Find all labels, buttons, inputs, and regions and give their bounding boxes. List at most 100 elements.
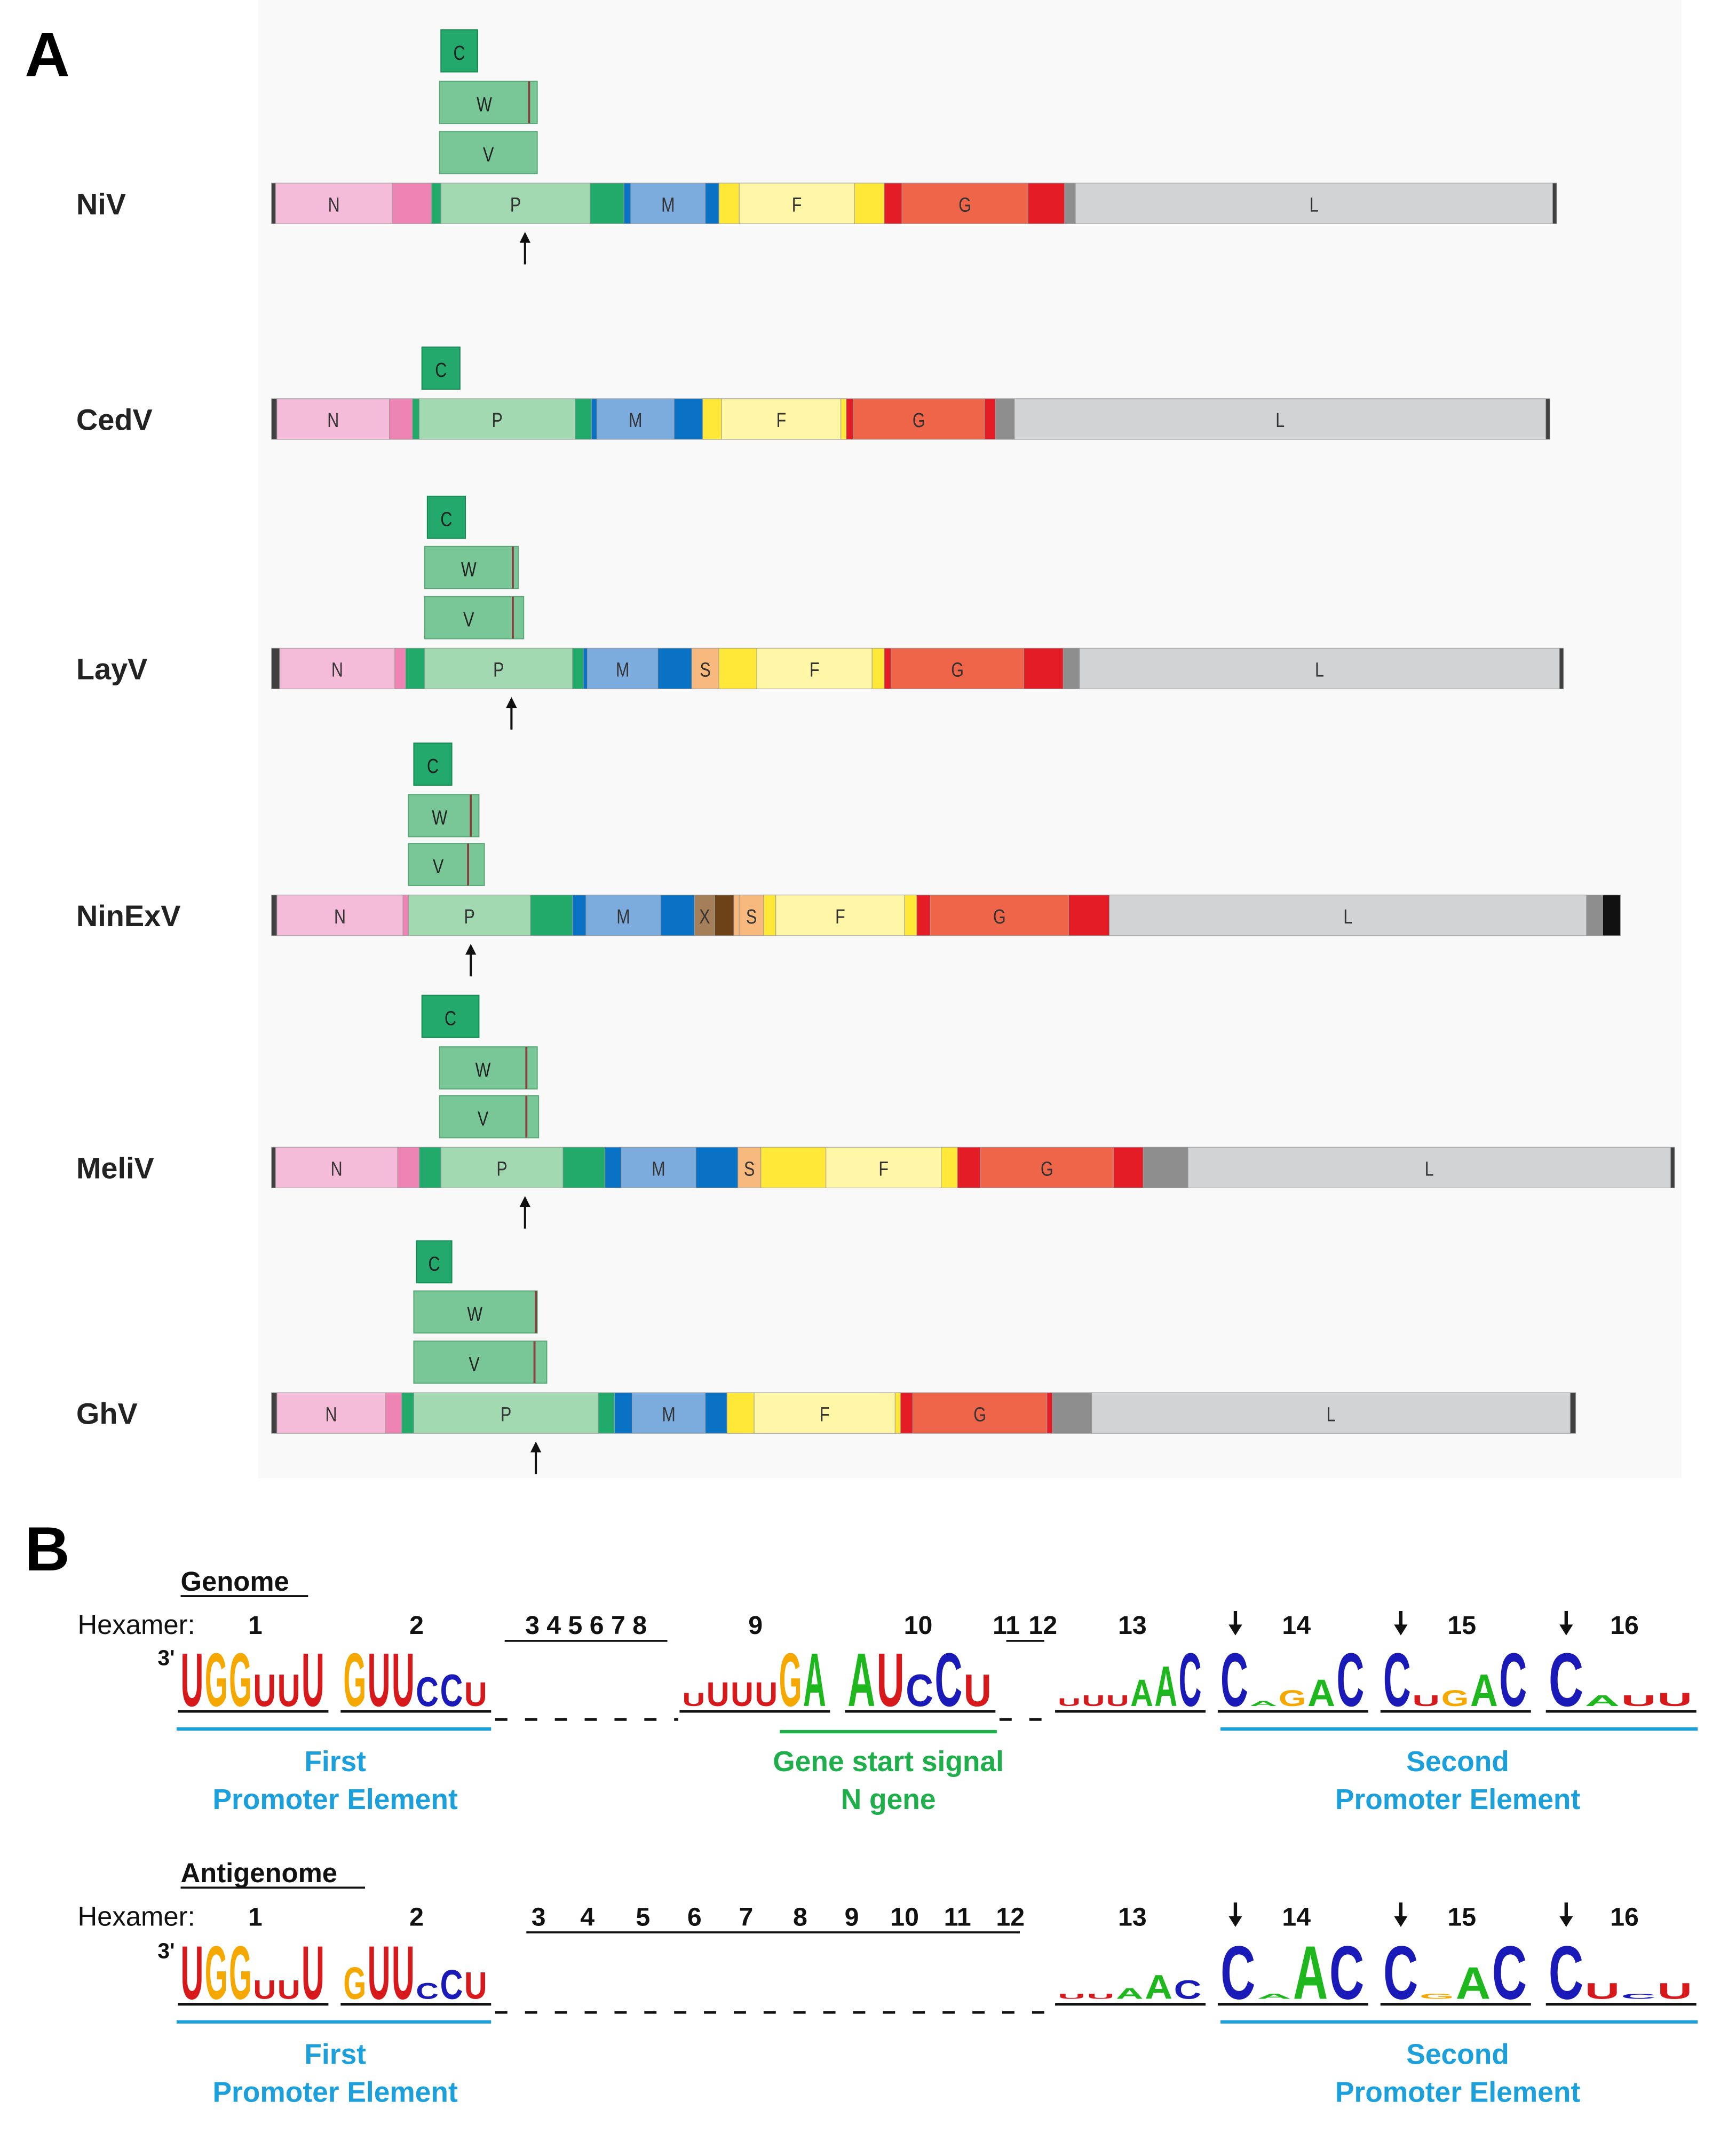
genome-segment (431, 183, 441, 224)
logo-letter: U (278, 1975, 300, 2005)
genome-segment (1047, 1392, 1053, 1434)
region-label: Gene start signal (773, 1746, 1004, 1778)
genome-segment (440, 183, 591, 224)
protein-label: W (461, 559, 477, 581)
logo-letter: U (368, 1931, 391, 2016)
protein-box (413, 1340, 548, 1384)
logo-letter: A (1130, 1671, 1153, 1714)
genome-segment (623, 183, 631, 224)
genome-segment (1024, 647, 1064, 690)
logo-letter: G (1420, 1992, 1454, 2001)
gene-label: S (746, 906, 757, 928)
hexamer-number: 16 (1610, 1611, 1639, 1640)
genome-segment (1569, 1392, 1576, 1434)
logo-letter: G (1441, 1686, 1469, 1711)
genome-segment (575, 398, 592, 440)
genome-segment (394, 647, 406, 690)
gene-label: F (820, 1403, 830, 1426)
protein-box (439, 81, 538, 124)
logo-letter: U (278, 1665, 300, 1716)
genome-segment (392, 183, 432, 224)
hexamer-number: 15 (1447, 1902, 1476, 1931)
genome-segment (894, 1392, 901, 1434)
gene-label: M (652, 1158, 665, 1180)
genome-segment (1027, 183, 1065, 224)
hexamer-number: 1 (248, 1902, 263, 1931)
gene-label: M (661, 194, 675, 216)
logo-letter: C (934, 1638, 962, 1723)
genome-segment (401, 1392, 414, 1434)
logo-letter: C (1179, 1638, 1202, 1723)
logo-letter: G (343, 1638, 366, 1723)
protein-label: C (454, 42, 465, 65)
logo-letter: U (1658, 1689, 1692, 1710)
logo-letter: U (755, 1675, 778, 1713)
genome-segment (572, 647, 584, 690)
genome-segment (705, 183, 719, 224)
gene-label: X (699, 906, 710, 928)
hexamer-number: 11 (944, 1902, 971, 1931)
gene-label: M (629, 409, 642, 432)
logo-letter: A (1585, 1692, 1620, 1709)
logo-letter: U (1058, 1696, 1081, 1709)
genome-segment (605, 1147, 622, 1188)
region-label: Promoter Element (212, 1784, 458, 1815)
arrow-head (1559, 1624, 1573, 1636)
genome-segment (631, 1392, 706, 1434)
virus-name: GhV (76, 1396, 138, 1430)
genome-segment (841, 398, 847, 440)
gene-label: M (616, 906, 630, 928)
region-label: Promoter Element (1335, 1784, 1581, 1815)
virus-name: CedV (76, 402, 153, 436)
genome-segment (1068, 895, 1110, 936)
logo-letter: G (205, 1638, 228, 1723)
logo-letter: G (205, 1931, 228, 2016)
logo-letter: C (1621, 1992, 1656, 2001)
logo-letter: A (1116, 1985, 1144, 2002)
hexamer-number: 9 (748, 1611, 763, 1640)
genome-segment (419, 1147, 441, 1188)
genome-segment (673, 398, 703, 440)
genome-segment (694, 895, 715, 936)
logo-letter: C (1329, 1931, 1364, 2016)
genome-segment (854, 183, 885, 224)
protein-box (421, 994, 480, 1038)
logo-letter: C (1383, 1638, 1411, 1723)
prime-label: 3' (157, 1646, 175, 1670)
protein-label: V (463, 609, 474, 631)
hexamer-label: Hexamer: (77, 1901, 195, 1931)
panel-label: A (25, 19, 69, 89)
logo-letter: U (1082, 1692, 1105, 1709)
protein-label: C (445, 1007, 456, 1030)
region-label: Second (1406, 2039, 1509, 2070)
logo-letter: U (731, 1675, 754, 1713)
logo-letter: U (1585, 1978, 1620, 2004)
logo-letter: A (1293, 1931, 1328, 2016)
panel-label: B (25, 1514, 69, 1584)
genome-segment (276, 1392, 386, 1434)
genome-segment (846, 398, 854, 440)
genome-segment (419, 398, 576, 440)
gene-label: L (1425, 1158, 1434, 1180)
genome-segment (1602, 895, 1621, 936)
prime-label: 3' (157, 1938, 175, 1963)
hexamer-number: 10 (890, 1902, 919, 1931)
genome-segment (591, 398, 597, 440)
genome-segment (904, 895, 917, 936)
gene-label: L (1275, 409, 1285, 432)
protein-box (421, 346, 461, 390)
logo-letter: U (877, 1638, 905, 1723)
hexamer-number: 5 (636, 1902, 650, 1931)
genome-segment (1064, 183, 1076, 224)
logo-letter: G (229, 1638, 252, 1723)
genome-segment (1545, 398, 1550, 440)
logo-letter: A (1470, 1665, 1498, 1716)
logo-letter: C (1549, 1638, 1583, 1723)
genome-segment (385, 1392, 402, 1434)
logo-letter: G (1279, 1686, 1306, 1711)
gene-label: L (1315, 659, 1324, 682)
protein-label: V (469, 1353, 479, 1376)
gene-label: N (331, 659, 343, 682)
genome-segment (721, 398, 842, 440)
logo-letter: A (803, 1638, 826, 1723)
